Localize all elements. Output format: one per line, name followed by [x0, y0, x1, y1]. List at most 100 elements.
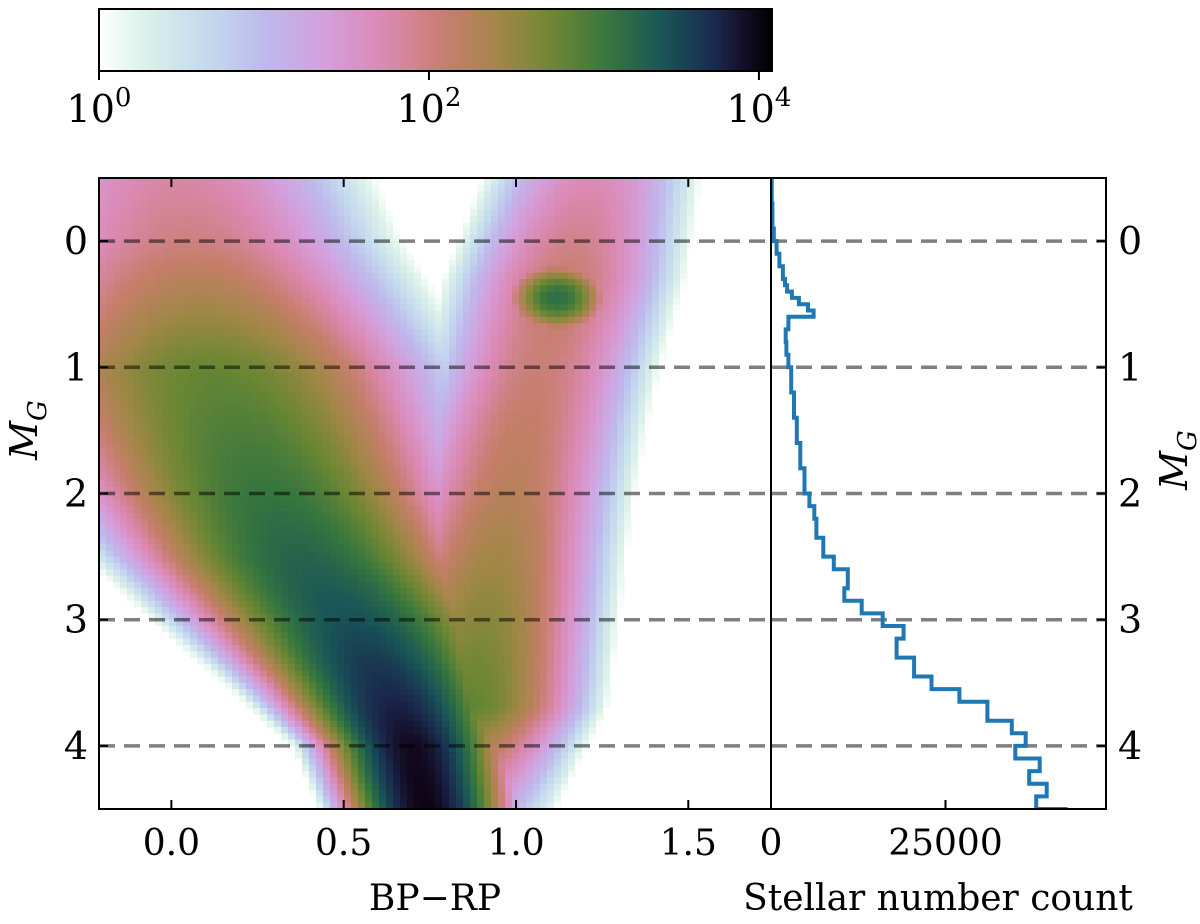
heatmap-cell — [568, 437, 576, 444]
heatmap-cell — [351, 191, 359, 198]
heatmap-cell — [470, 456, 478, 463]
heatmap-cell — [99, 216, 107, 223]
heatmap-cell — [582, 393, 590, 400]
heatmap-cell — [540, 184, 548, 191]
heatmap-cell — [582, 311, 590, 318]
heatmap-cell — [337, 317, 345, 324]
heatmap-cell — [281, 342, 289, 349]
heatmap-cell — [533, 525, 541, 532]
heatmap-cell — [589, 380, 597, 387]
heatmap-cell — [337, 544, 345, 551]
heatmap-cell — [498, 424, 506, 431]
heatmap-cell — [638, 228, 646, 235]
heatmap-cell — [162, 405, 170, 412]
heatmap-cell — [547, 481, 555, 488]
heatmap-cell — [470, 386, 478, 393]
heatmap-cell — [449, 285, 457, 292]
heatmap-cell — [435, 456, 443, 463]
heatmap-cell — [631, 191, 639, 198]
heatmap-cell — [491, 228, 499, 235]
heatmap-cell — [547, 475, 555, 482]
heatmap-cell — [246, 500, 254, 507]
heatmap-cell — [512, 292, 520, 299]
heatmap-cell — [351, 411, 359, 418]
heatmap-cell — [365, 266, 373, 273]
heatmap-cell — [400, 456, 408, 463]
heatmap-cell — [421, 266, 429, 273]
heatmap-cell — [680, 210, 688, 217]
heatmap-cell — [540, 361, 548, 368]
heatmap-cell — [183, 336, 191, 343]
heatmap-cell — [519, 222, 527, 229]
heatmap-cell — [162, 506, 170, 513]
heatmap-cell — [638, 216, 646, 223]
heatmap-cell — [106, 292, 114, 299]
heatmap-cell — [330, 563, 338, 570]
heatmap-cell — [246, 557, 254, 564]
heatmap-cell — [239, 197, 247, 204]
heatmap-cell — [155, 519, 163, 526]
heatmap-cell — [519, 430, 527, 437]
heatmap-cell — [169, 525, 177, 532]
heatmap-cell — [505, 531, 513, 538]
heatmap-cell — [316, 494, 324, 501]
heatmap-cell — [393, 418, 401, 425]
heatmap-cell — [624, 456, 632, 463]
heatmap-cell — [253, 285, 261, 292]
heatmap-cell — [372, 178, 380, 185]
heatmap-cell — [141, 405, 149, 412]
heatmap-cell — [519, 317, 527, 324]
heatmap-cell — [414, 430, 422, 437]
heatmap-cell — [127, 531, 135, 538]
heatmap-cell — [183, 449, 191, 456]
heatmap-cell — [106, 538, 114, 545]
heatmap-cell — [512, 531, 520, 538]
heatmap-cell — [449, 355, 457, 362]
heatmap-cell — [610, 317, 618, 324]
heatmap-cell — [484, 203, 492, 210]
heatmap-cell — [295, 481, 303, 488]
heatmap-cell — [232, 317, 240, 324]
heatmap-cell — [211, 292, 219, 299]
heatmap-cell — [379, 481, 387, 488]
heatmap-cell — [239, 191, 247, 198]
heatmap-cell — [99, 449, 107, 456]
heatmap-cell — [295, 273, 303, 280]
heatmap-cell — [603, 197, 611, 204]
heatmap-cell — [533, 519, 541, 526]
heatmap-cell — [120, 279, 128, 286]
heatmap-cell — [302, 279, 310, 286]
heatmap-cell — [169, 538, 177, 545]
heatmap-cell — [617, 487, 625, 494]
heatmap-cell — [505, 216, 513, 223]
heatmap-cell — [225, 285, 233, 292]
heatmap-cell — [288, 506, 296, 513]
heatmap-cell — [449, 298, 457, 305]
heatmap-cell — [239, 266, 247, 273]
heatmap-cell — [449, 418, 457, 425]
heatmap-cell — [330, 184, 338, 191]
heatmap-cell — [582, 304, 590, 311]
heatmap-cell — [575, 456, 583, 463]
heatmap-cell — [449, 544, 457, 551]
heatmap-cell — [246, 342, 254, 349]
heatmap-cell — [568, 260, 576, 267]
heatmap-cell — [281, 411, 289, 418]
heatmap-cell — [239, 203, 247, 210]
heatmap-cell — [540, 191, 548, 198]
heatmap-cell — [596, 430, 604, 437]
heatmap-cell — [526, 323, 534, 330]
heatmap-cell — [540, 298, 548, 305]
heatmap-cell — [379, 254, 387, 261]
heatmap-cell — [428, 348, 436, 355]
heatmap-cell — [232, 323, 240, 330]
heatmap-cell — [428, 468, 436, 475]
heatmap-cell — [148, 550, 156, 557]
heatmap-cell — [484, 500, 492, 507]
colorbar-tick-label: 102 — [397, 83, 462, 131]
heatmap-cell — [456, 424, 464, 431]
heatmap-cell — [519, 210, 527, 217]
heatmap-cell — [337, 481, 345, 488]
heatmap-cell — [232, 266, 240, 273]
heatmap-cell — [239, 411, 247, 418]
